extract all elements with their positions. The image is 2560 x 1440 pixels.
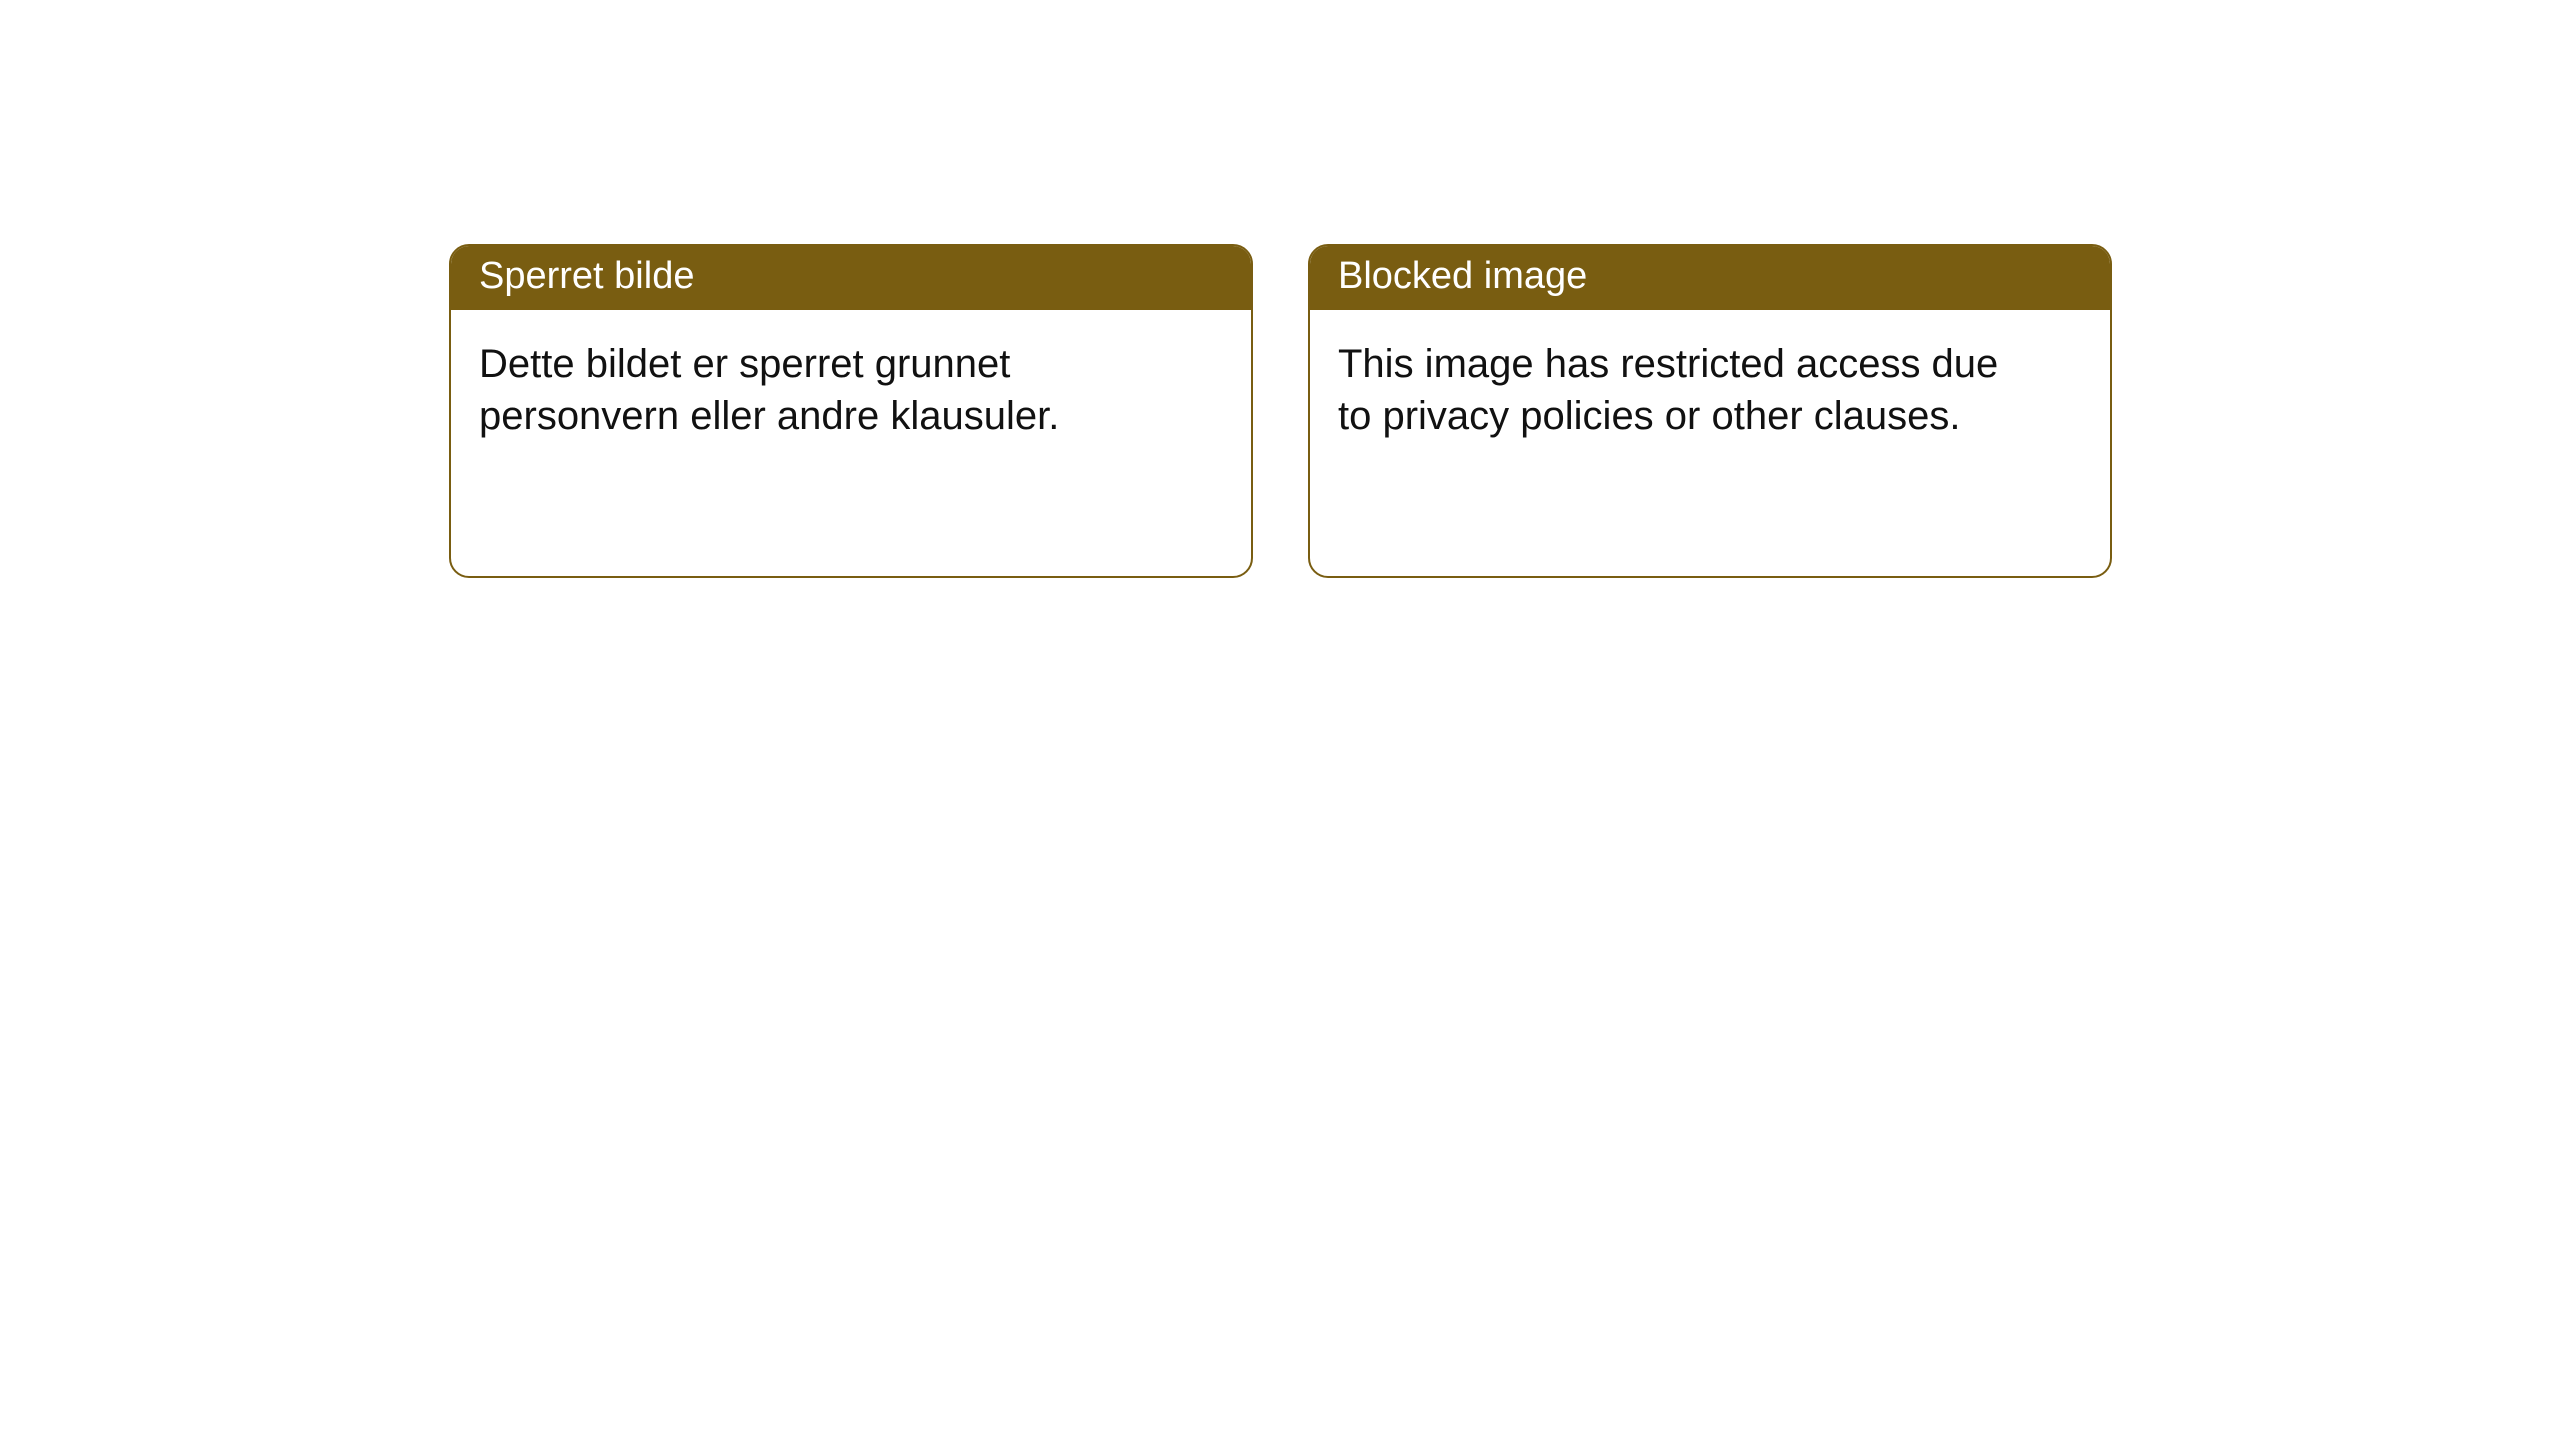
- notice-card-title: Sperret bilde: [451, 246, 1251, 310]
- notice-card-en: Blocked image This image has restricted …: [1308, 244, 2112, 578]
- notice-card-body: Dette bildet er sperret grunnet personve…: [451, 310, 1197, 442]
- notice-card-no: Sperret bilde Dette bildet er sperret gr…: [449, 244, 1253, 578]
- notice-cards-row: Sperret bilde Dette bildet er sperret gr…: [449, 244, 2112, 578]
- notice-card-body: This image has restricted access due to …: [1310, 310, 2056, 442]
- notice-card-title: Blocked image: [1310, 246, 2110, 310]
